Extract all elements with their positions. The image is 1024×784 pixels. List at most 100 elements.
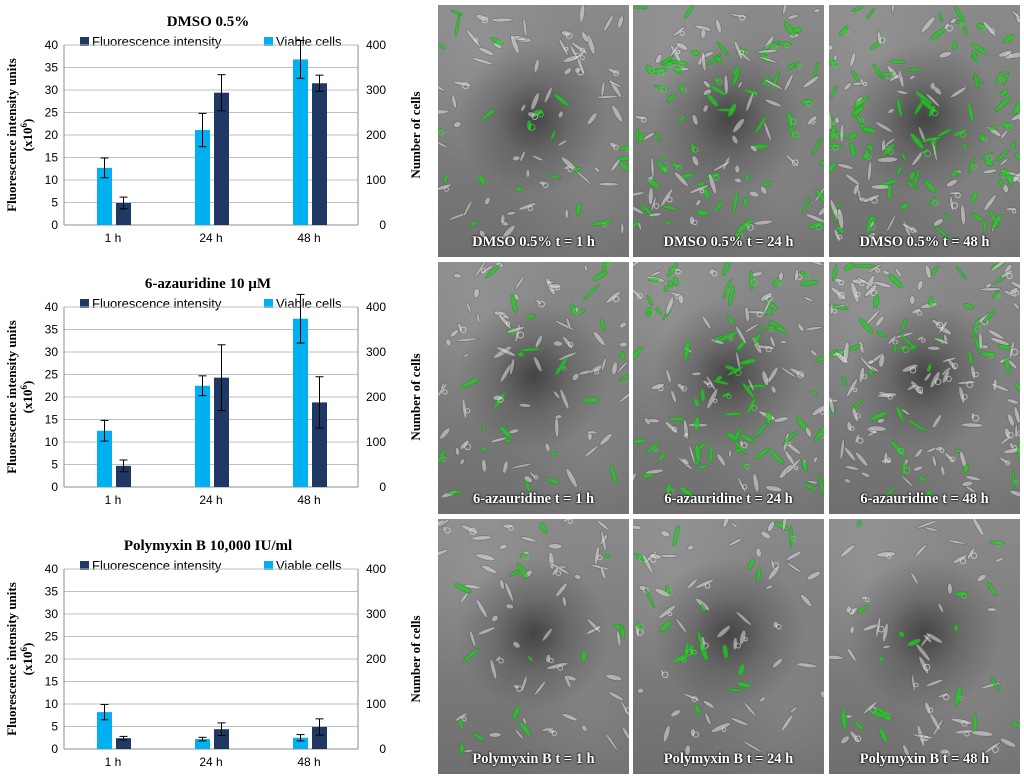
cell	[471, 56, 493, 66]
cell	[660, 554, 678, 557]
cell	[490, 614, 499, 623]
right-tick-label: 400	[366, 38, 386, 52]
cell	[554, 582, 568, 598]
cell	[529, 92, 541, 111]
fluorescent-cell	[477, 174, 487, 186]
bar-viable-cells	[293, 319, 308, 487]
fluorescent-cell	[856, 604, 868, 614]
cell	[894, 267, 903, 278]
cell	[562, 712, 579, 722]
fluorescent-cell	[787, 112, 795, 128]
fluorescent-cell	[843, 262, 855, 272]
left-tick-label: 15	[45, 675, 59, 689]
cell	[460, 523, 479, 535]
right-tick-label: 200	[366, 390, 386, 404]
cell	[960, 205, 966, 226]
round-cell	[654, 448, 658, 452]
fluorescent-cell	[643, 473, 654, 478]
y2-axis-label: Number of cells	[408, 615, 423, 702]
cell	[731, 117, 746, 134]
cell	[829, 44, 834, 52]
round-cell	[1019, 117, 1020, 121]
cell	[931, 455, 937, 467]
fluorescent-cell	[995, 149, 1010, 163]
legend-label-viable: Viable cells	[276, 296, 342, 311]
cell-overlay	[633, 519, 824, 774]
y2-axis-label: Number of cells	[408, 91, 423, 178]
cell	[499, 543, 508, 550]
cell	[829, 655, 843, 660]
cell	[543, 87, 553, 104]
fluorescent-cell	[968, 351, 974, 365]
fluorescent-cell	[601, 554, 611, 558]
fluorescent-cell	[901, 153, 907, 161]
cell	[716, 624, 732, 639]
fluorescent-cell	[592, 270, 608, 282]
cell	[840, 735, 851, 746]
fluorescent-cell	[511, 705, 522, 721]
cell	[519, 403, 531, 408]
cell	[771, 657, 783, 669]
microscopy-image: 6-azauridine t = 24 h	[633, 262, 824, 514]
round-cell	[876, 269, 880, 273]
cell	[913, 465, 923, 472]
cell	[483, 196, 491, 205]
cell	[901, 363, 918, 374]
cell	[817, 206, 824, 218]
cell	[575, 170, 593, 186]
fluorescent-cell	[800, 279, 819, 286]
cell-overlay	[829, 519, 1020, 774]
cell	[491, 18, 513, 22]
fluorescent-cell	[918, 475, 926, 483]
cell	[520, 675, 528, 692]
cell	[608, 691, 625, 702]
cell	[691, 114, 699, 126]
cell	[522, 18, 527, 36]
fluorescent-cell	[801, 197, 811, 214]
fluorescent-cell	[870, 38, 885, 50]
cell	[724, 75, 729, 95]
cell	[867, 161, 872, 181]
fluorescent-cell	[851, 6, 863, 13]
fluorescent-cell	[906, 68, 923, 72]
cell-overlay	[829, 5, 1020, 257]
fluorescent-cell	[951, 41, 958, 51]
cell	[520, 536, 537, 543]
fluorescent-cell	[746, 397, 757, 414]
fluorescent-cell	[735, 217, 754, 234]
fluorescent-cell	[527, 655, 533, 661]
fluorescent-cell	[454, 15, 460, 37]
cell	[637, 222, 642, 230]
left-tick-label: 15	[45, 413, 59, 427]
round-cell	[832, 122, 835, 125]
fluorescent-cell	[849, 343, 862, 351]
fluorescent-cell	[661, 156, 668, 162]
fluorescent-cell	[655, 307, 663, 315]
right-tick-label: 300	[366, 83, 386, 97]
cell	[840, 124, 844, 143]
cell	[920, 15, 937, 34]
cell	[670, 708, 682, 718]
cell	[553, 341, 562, 347]
cell	[716, 453, 727, 467]
cell	[804, 326, 822, 331]
cell	[886, 214, 897, 232]
fluorescent-cell	[896, 165, 903, 175]
fluorescent-cell	[971, 212, 984, 223]
cell	[766, 520, 776, 532]
cell	[735, 165, 740, 173]
cell	[512, 155, 520, 161]
cell	[882, 645, 891, 649]
cell	[712, 160, 731, 172]
cell	[807, 262, 824, 267]
cell	[734, 178, 742, 183]
fluorescent-cell	[618, 372, 629, 382]
cell	[778, 463, 794, 480]
fluorescent-cell	[438, 43, 446, 50]
cell	[621, 726, 629, 740]
round-cell	[580, 56, 584, 60]
fluorescent-cell	[848, 142, 857, 158]
